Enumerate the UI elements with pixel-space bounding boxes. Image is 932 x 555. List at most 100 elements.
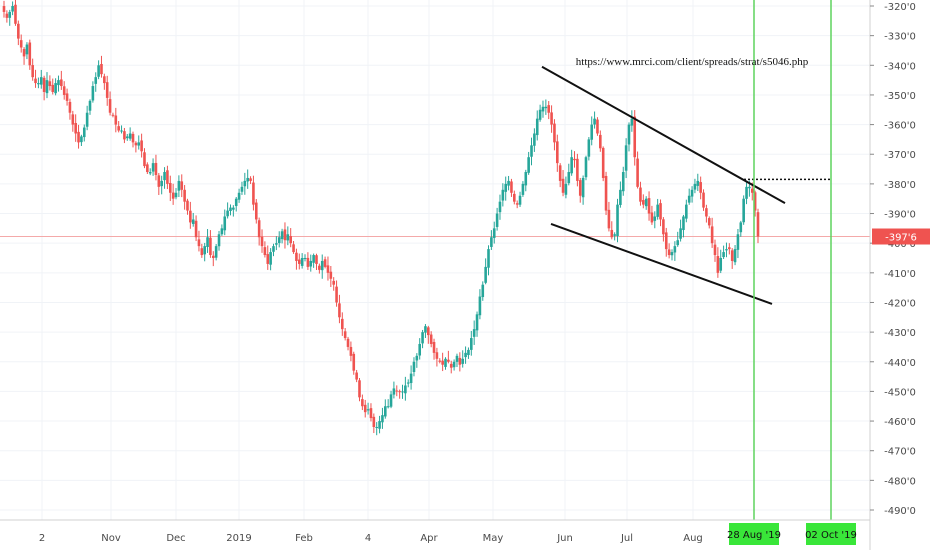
candle-body: [103, 76, 106, 84]
lower-trendline: [550, 222, 773, 305]
candle-body: [596, 119, 599, 134]
candle: [8, 9, 12, 26]
candle-body: [180, 181, 184, 190]
candle-body: [518, 195, 522, 205]
candle: [510, 178, 513, 197]
candle: [300, 253, 304, 269]
candle: [338, 294, 341, 324]
price-axis: -320'0 -330'0 -340'0 -350'0 -360'0 -370'0 -380…: [869, 0, 916, 550]
candle-body: [211, 255, 215, 258]
candle-body: [146, 164, 149, 173]
candle: [498, 194, 502, 220]
y-tick-label: -400'0: [884, 239, 916, 250]
candle-body: [91, 86, 95, 101]
candle-body: [705, 208, 708, 217]
candle-body: [191, 219, 195, 224]
candle-body: [381, 415, 384, 423]
candle: [745, 180, 748, 205]
y-tick-label: -460'0: [884, 417, 916, 428]
candle: [627, 122, 631, 152]
candle-body: [441, 360, 444, 365]
x-tick-label: Nov: [101, 533, 121, 544]
candle-body: [730, 250, 734, 261]
candle: [696, 173, 700, 192]
candle-body: [467, 349, 470, 356]
candle-body: [725, 249, 728, 251]
y-tick-label: -370'0: [884, 150, 916, 161]
candle-body: [384, 406, 387, 417]
candle: [427, 325, 430, 344]
candle-body: [748, 186, 751, 189]
candle-body: [163, 172, 166, 181]
candle-body: [108, 99, 112, 113]
candle: [100, 55, 103, 78]
candle: [693, 178, 697, 194]
candle: [470, 330, 473, 356]
candle: [200, 243, 204, 258]
candle-body: [716, 256, 720, 273]
candle: [80, 134, 83, 147]
candle-body: [160, 180, 163, 187]
candle-body: [581, 177, 585, 198]
candle: [206, 229, 209, 253]
candle-body: [547, 105, 551, 113]
candle-body: [676, 240, 680, 246]
candle: [71, 110, 75, 132]
candle: [323, 256, 327, 269]
candle-body: [412, 361, 416, 372]
candle: [329, 265, 333, 288]
candle: [140, 133, 143, 158]
candle-body: [22, 48, 26, 57]
candle-body: [395, 390, 399, 392]
candle-body: [223, 216, 227, 231]
date-marker-1-tag: 28 Aug '19: [727, 523, 781, 545]
candle-body: [504, 183, 508, 192]
candle: [254, 199, 258, 224]
candle-body: [39, 77, 43, 85]
candle: [229, 204, 232, 216]
candle-body: [409, 373, 413, 384]
candle: [418, 338, 422, 360]
candle-body: [386, 406, 390, 408]
candle: [226, 202, 229, 219]
x-tick-label: Jul: [620, 533, 633, 544]
candle-body: [272, 246, 275, 252]
candle: [125, 133, 129, 141]
candle-body: [544, 106, 548, 109]
candle-body: [120, 130, 123, 132]
candle-body: [550, 112, 553, 125]
candle: [154, 154, 158, 181]
candle: [501, 183, 505, 207]
trendlines: [541, 65, 830, 305]
candle: [103, 73, 106, 90]
candle: [217, 230, 221, 251]
y-tick-label: -320'0: [884, 2, 916, 13]
candle-body: [209, 237, 212, 256]
candle-body: [733, 249, 737, 263]
candle-body: [318, 265, 321, 270]
candle: [753, 190, 757, 217]
candle-body: [343, 331, 347, 339]
candle: [472, 320, 476, 345]
candle-body: [131, 133, 135, 143]
candle-body: [117, 126, 120, 131]
candle-body: [667, 249, 671, 256]
candle: [487, 245, 490, 276]
candle: [467, 347, 470, 359]
candle-body: [346, 338, 350, 347]
candle: [266, 245, 270, 270]
candle: [656, 198, 659, 220]
candle-body: [745, 186, 748, 199]
candle-body: [257, 220, 261, 238]
candle: [177, 175, 181, 197]
candle-body: [576, 158, 579, 181]
candle: [705, 204, 708, 223]
candle: [682, 214, 685, 238]
candle: [389, 390, 393, 409]
candle: [312, 253, 315, 268]
candle-body: [538, 109, 542, 120]
candle-body: [31, 65, 34, 78]
candle-body: [286, 234, 290, 241]
